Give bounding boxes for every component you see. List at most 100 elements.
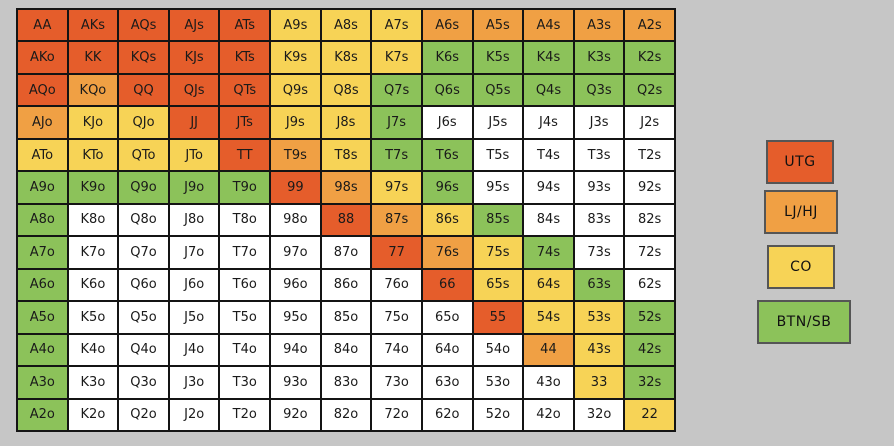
hand-cell: J2s [625, 107, 674, 138]
hand-cell: Q4o [119, 334, 168, 366]
hand-cell: ATs [220, 10, 270, 41]
hand-cell: 52s [625, 302, 674, 333]
hand-cell: 99 [271, 172, 320, 203]
hand-range-grid: AA AKs AQs AJs ATs A9s A8s A7s A6s A5s A4s A3s A2s AK… [16, 8, 676, 432]
hand-cell: T9o [220, 172, 270, 203]
legend-btn-sb-label: BTN/SB [776, 314, 832, 330]
hand-cell: Q8s [321, 74, 371, 106]
hand-cell: A8s [321, 10, 371, 41]
hand-cell: T8s [321, 139, 371, 171]
hand-cell: KJo [68, 107, 118, 138]
hand-cell: 54o [473, 334, 523, 366]
hand-cell: J8s [321, 107, 371, 138]
hand-cell: 32o [574, 399, 624, 430]
hand-cell: T7o [220, 237, 270, 268]
hand-cell: J9o [169, 172, 219, 203]
hand-cell: KTo [68, 139, 118, 171]
hand-cell: K5o [68, 302, 118, 333]
hand-cell: 53s [574, 302, 624, 333]
hand-cell: Q9s [271, 74, 320, 106]
hand-cell: J7o [169, 237, 219, 268]
hand-cell: A4o [18, 334, 67, 366]
hand-cell: AQs [119, 10, 168, 41]
hand-cell: TT [220, 139, 270, 171]
hand-cell: 43o [524, 367, 573, 398]
hand-cell: K6s [422, 42, 472, 73]
hand-cell: 32s [625, 367, 674, 398]
hand-cell: KQo [68, 74, 118, 106]
hand-cell: K9o [68, 172, 118, 203]
hand-cell: Q2s [625, 74, 674, 106]
hand-cell: 94s [524, 172, 573, 203]
hand-cell: Q7s [372, 74, 421, 106]
hand-cell: 75s [473, 237, 523, 268]
hand-cell: QJo [119, 107, 168, 138]
hand-cell: J6s [422, 107, 472, 138]
hand-cell: 95s [473, 172, 523, 203]
legend-co: CO [767, 245, 835, 289]
hand-cell: 94o [271, 334, 320, 366]
hand-cell: Q3o [119, 367, 168, 398]
hand-cell: 72s [625, 237, 674, 268]
legend-lj-hj-label: LJ/HJ [784, 204, 818, 220]
hand-cell: K2s [625, 42, 674, 73]
hand-cell: 82o [321, 399, 371, 430]
hand-cell: 22 [625, 399, 674, 430]
hand-cell: JTs [220, 107, 270, 138]
hand-cell: 55 [473, 302, 523, 333]
hand-cell: 84s [524, 204, 573, 236]
hand-cell: AJs [169, 10, 219, 41]
hand-cell: Q9o [119, 172, 168, 203]
hand-cell: T3s [574, 139, 624, 171]
hand-cell: JTo [169, 139, 219, 171]
hand-cell: A6s [422, 10, 472, 41]
hand-cell: 77 [372, 237, 421, 268]
hand-cell: AQo [18, 74, 67, 106]
hand-cell: K4s [524, 42, 573, 73]
hand-cell: T7s [372, 139, 421, 171]
hand-cell: A6o [18, 269, 67, 301]
hand-cell: A4s [524, 10, 573, 41]
hand-cell: J9s [271, 107, 320, 138]
hand-cell: Q6s [422, 74, 472, 106]
hand-cell: 75o [372, 302, 421, 333]
hand-cell: K3s [574, 42, 624, 73]
hand-cell: T8o [220, 204, 270, 236]
hand-cell: 63s [574, 269, 624, 301]
hand-cell: K7s [372, 42, 421, 73]
hand-cell: Q6o [119, 269, 168, 301]
hand-cell: 86s [422, 204, 472, 236]
hand-cell: 84o [321, 334, 371, 366]
hand-cell: 65o [422, 302, 472, 333]
hand-cell: 33 [574, 367, 624, 398]
hand-cell: K8s [321, 42, 371, 73]
hand-cell: 92s [625, 172, 674, 203]
hand-cell: JJ [169, 107, 219, 138]
hand-cell: K2o [68, 399, 118, 430]
hand-cell: A2o [18, 399, 67, 430]
hand-cell: 96s [422, 172, 472, 203]
hand-cell: ATo [18, 139, 67, 171]
hand-cell: AKs [68, 10, 118, 41]
hand-cell: T3o [220, 367, 270, 398]
hand-cell: 93o [271, 367, 320, 398]
hand-cell: Q5s [473, 74, 523, 106]
hand-cell: 86o [321, 269, 371, 301]
hand-cell: A3o [18, 367, 67, 398]
hand-cell: 63o [422, 367, 472, 398]
hand-cell: QTs [220, 74, 270, 106]
hand-cell: T9s [271, 139, 320, 171]
hand-cell: J3s [574, 107, 624, 138]
hand-cell: 64o [422, 334, 472, 366]
hand-cell: Q2o [119, 399, 168, 430]
hand-cell: K7o [68, 237, 118, 268]
hand-cell: 42o [524, 399, 573, 430]
hand-cell: J3o [169, 367, 219, 398]
hand-cell: 97o [271, 237, 320, 268]
hand-cell: 44 [524, 334, 573, 366]
hand-cell: KJs [169, 42, 219, 73]
hand-cell: A3s [574, 10, 624, 41]
hand-cell: T5s [473, 139, 523, 171]
hand-cell: 64s [524, 269, 573, 301]
hand-cell: J2o [169, 399, 219, 430]
